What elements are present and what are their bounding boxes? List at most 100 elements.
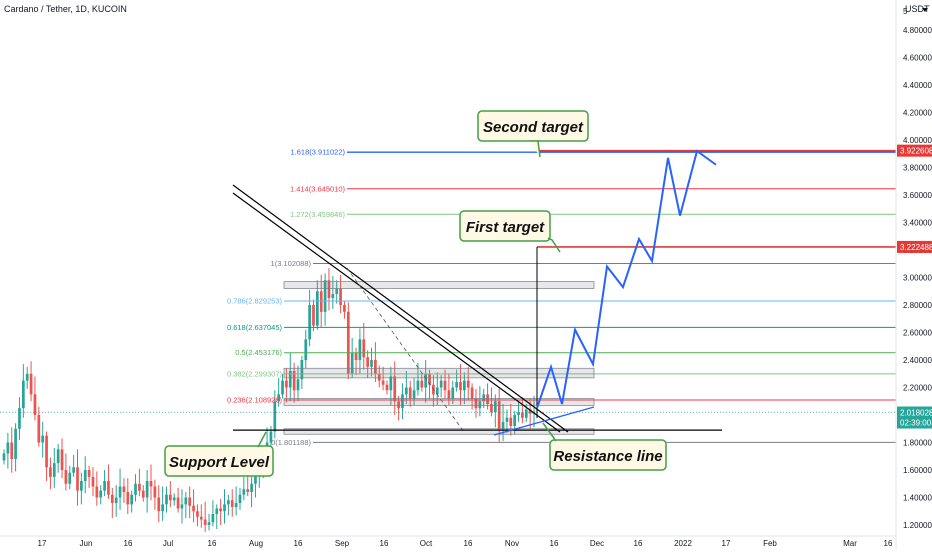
candle-body (60, 449, 64, 470)
drawing-layer (232, 149, 896, 436)
candle-body (374, 360, 377, 374)
price-tick-label: 1.200000 (903, 521, 932, 530)
consolidation-zone (283, 367, 595, 379)
candle-body (389, 376, 393, 391)
currency-label[interactable]: USDT (905, 4, 930, 14)
candle-body (64, 470, 68, 484)
candle-body (196, 511, 199, 517)
candle-body (470, 387, 474, 399)
candle-body (292, 371, 296, 391)
candle-body (404, 387, 408, 395)
candle-body (455, 382, 458, 388)
candle-body (41, 435, 45, 443)
candle-body (331, 294, 335, 299)
callout-support-level-pointer (257, 431, 267, 448)
candle-body (153, 486, 157, 498)
candle-body (234, 503, 238, 508)
fib-level-label: 1.414(3.645010) (290, 184, 346, 193)
candle-body (401, 394, 404, 409)
price-tick-label: 3.800000 (903, 164, 932, 173)
candle-body (37, 415, 41, 443)
candle-body (420, 380, 424, 388)
candle-body (490, 404, 493, 413)
fib-level-label: 0(1.801188) (271, 438, 311, 447)
candle-body (176, 497, 180, 509)
candle-body (428, 373, 431, 385)
candle-body (114, 497, 118, 503)
candle-body (219, 508, 222, 512)
candle-body (10, 442, 14, 459)
callout-first-target: First target (459, 210, 561, 253)
candle-body (242, 489, 246, 495)
candle-body (308, 305, 311, 340)
time-tick-label: Feb (763, 539, 777, 548)
candle-body (451, 387, 455, 399)
candle-body (408, 387, 412, 399)
candle-body (281, 380, 284, 395)
price-axis[interactable]: 1.2000001.4000001.6000001.8000002.000000… (903, 7, 932, 530)
currency-selector[interactable]: USDT (905, 4, 930, 14)
projection-path (536, 149, 717, 409)
candle-body (21, 380, 25, 409)
candle-body (76, 467, 79, 491)
candle-body (393, 376, 397, 402)
time-tick-label: Nov (505, 539, 519, 548)
time-tick-label: 17 (38, 539, 47, 548)
candle-body (273, 401, 277, 432)
price-badge-value: 3.922608 (900, 147, 932, 156)
consolidation-zone (283, 398, 595, 406)
time-axis[interactable]: 17 Jun 16 Jul 16 Aug 16 Sep 16 Oct 16 Nov 16 Dec 16 202… (38, 539, 893, 548)
candle-body (316, 291, 319, 326)
candle-body (501, 421, 505, 429)
candle-body (493, 401, 497, 413)
fibonacci-levels: 1(3.102088) 0.786(2.829253) 0.618(2.637045… (227, 148, 896, 447)
consolidation-zone (283, 428, 595, 435)
candle-body (161, 504, 164, 512)
candle-body (45, 435, 48, 468)
candle-body (145, 481, 149, 498)
candle-body (230, 500, 234, 508)
callout-resistance-line-box (549, 439, 667, 471)
fib-level-label: 0.382(2.299307) (227, 369, 283, 378)
candle-body (300, 360, 304, 380)
price-badge (897, 240, 932, 253)
price-badge-countdown: 02:39:00 (900, 419, 932, 428)
candle-body (459, 382, 462, 391)
candle-body (33, 394, 37, 415)
candle-body (412, 390, 416, 399)
time-tick-label: Oct (420, 539, 433, 548)
candle-body (277, 394, 281, 402)
rising-channel-line (493, 406, 595, 436)
candle-body (141, 490, 145, 498)
candle-body (192, 505, 195, 512)
candle-body (83, 470, 87, 481)
time-tick-label: 16 (124, 539, 133, 548)
candle-body (250, 483, 253, 492)
candle-body (211, 514, 215, 523)
fib-level-label: 1.272(3.459846) (290, 210, 346, 219)
price-badge (897, 406, 932, 429)
candle-body (509, 417, 513, 426)
price-tick-label: 4.800000 (903, 26, 932, 35)
candle-body (385, 384, 389, 391)
price-tick-label: 2.800000 (903, 301, 932, 310)
candle-body (134, 483, 137, 495)
candle-body (126, 492, 130, 505)
candle-body (49, 467, 52, 477)
candle-body (463, 380, 466, 391)
time-tick-label: 16 (634, 539, 643, 548)
time-tick-label: Jul (163, 539, 173, 548)
price-tick-label: 3.000000 (903, 274, 932, 283)
dropdown-icon[interactable] (922, 8, 928, 12)
candle-body (474, 398, 478, 409)
time-tick-label: Dec (590, 539, 604, 548)
candle-body (25, 373, 29, 381)
time-tick-label: 16 (208, 539, 217, 548)
price-badge (897, 144, 932, 157)
candle-body (188, 497, 192, 506)
candle-body (435, 387, 439, 395)
price-tick-label: 4.400000 (903, 81, 932, 90)
candle-body (528, 409, 532, 414)
